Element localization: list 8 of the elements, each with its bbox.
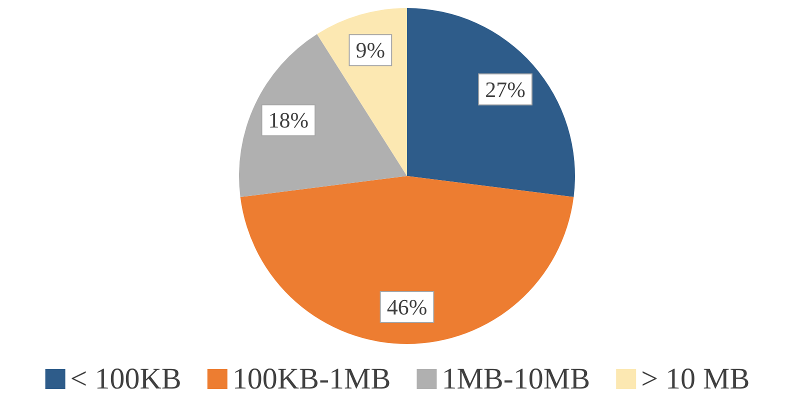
legend-label: > 10 MB [641, 362, 750, 396]
data-label: 18% [268, 108, 309, 133]
legend-label: < 100KB [70, 362, 182, 396]
data-label: 27% [485, 76, 526, 102]
data-label: 9% [356, 38, 386, 63]
data-label: 46% [386, 294, 428, 320]
legend-label: 1MB-10MB [442, 362, 590, 396]
legend-label: 100KB-1MB [232, 362, 391, 396]
